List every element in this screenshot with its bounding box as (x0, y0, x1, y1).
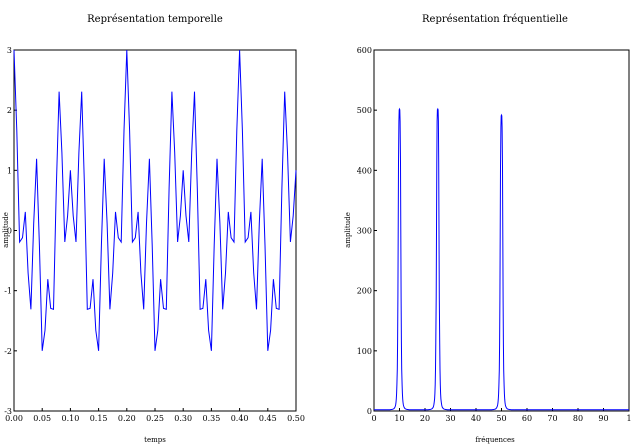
x-axis: 0 10 20 30 40 50 60 70 80 90 1 (371, 408, 632, 423)
frequency-domain-chart: Représentation fréquentielle 01002003004… (344, 14, 632, 444)
y-tick-label: 1 (7, 166, 12, 175)
x-tick-label: 0 (371, 414, 376, 423)
x-tick-label: 0.10 (61, 414, 79, 423)
y-axis: 0 100 200 300 400 500 600 (357, 46, 377, 416)
x-tick-label: 0.30 (174, 414, 192, 423)
y-tick-label: 0 (367, 407, 372, 416)
y-tick-label: -1 (4, 287, 12, 296)
x-tick-label: 0.20 (118, 414, 136, 423)
y-tick-label: 3 (7, 46, 12, 55)
x-tick-label: 0.45 (259, 414, 277, 423)
x-tick-label: 0.50 (287, 414, 305, 423)
chart-title: Représentation temporelle (87, 14, 223, 25)
y-tick-label: 0 (7, 227, 12, 236)
x-tick-label: 10 (394, 414, 404, 423)
time-domain-chart: Représentation temporelle -3 -2 -1 0 1 2 3 0.0… (2, 14, 305, 444)
plot-frame (13, 49, 297, 412)
x-axis: 0.00 0.05 0.10 0.15 0.20 0.25 0.30 0.35 0.40 0.45… (5, 408, 305, 423)
x-tick-label: 30 (445, 414, 455, 423)
chart-title: Représentation fréquentielle (422, 14, 568, 25)
x-axis-label: fréquences (475, 436, 515, 444)
x-tick-label: 1 (626, 414, 631, 423)
x-axis-label: temps (144, 436, 166, 444)
x-tick-label: 80 (573, 414, 583, 423)
x-tick-label: 20 (420, 414, 430, 423)
y-tick-label: 200 (357, 287, 372, 296)
y-tick-label: 600 (357, 46, 372, 55)
y-tick-label: 300 (357, 227, 372, 236)
y-tick-label: -3 (4, 407, 12, 416)
series-line (13, 49, 297, 351)
x-tick-label: 70 (547, 414, 557, 423)
x-tick-label: 0.40 (231, 414, 249, 423)
x-tick-label: 50 (496, 414, 506, 423)
y-tick-label: 500 (357, 106, 372, 115)
x-tick-label: 0.05 (33, 414, 51, 423)
x-tick-label: 60 (522, 414, 532, 423)
x-tick-label: 90 (598, 414, 608, 423)
x-tick-label: 0.15 (90, 414, 108, 423)
y-tick-label: 400 (357, 166, 372, 175)
y-axis: -3 -2 -1 0 1 2 3 (4, 46, 17, 416)
y-axis-label: amplitude (2, 212, 10, 248)
y-tick-label: -2 (4, 347, 12, 356)
y-tick-label: 100 (357, 347, 372, 356)
plot-frame (373, 49, 630, 412)
y-tick-label: 2 (7, 106, 12, 115)
x-tick-label: 40 (471, 414, 481, 423)
series-line (374, 107, 629, 411)
x-tick-label: 0.00 (5, 414, 23, 423)
x-tick-label: 0.25 (146, 414, 164, 423)
y-axis-label: amplitude (344, 212, 352, 248)
x-tick-label: 0.35 (202, 414, 220, 423)
